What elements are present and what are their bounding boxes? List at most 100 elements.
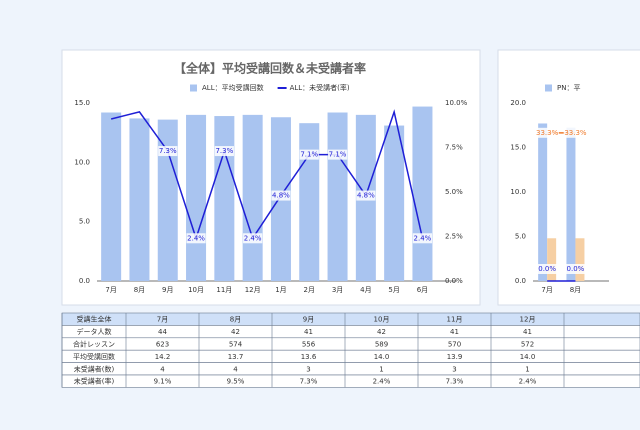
value-label: 7.3%	[215, 147, 233, 155]
table-header-cell: 10月	[374, 316, 390, 324]
bar	[575, 238, 585, 281]
value-label: 4.8%	[272, 192, 290, 200]
y-tick-label: 10.0	[510, 188, 526, 196]
bar	[327, 112, 348, 281]
legend-swatch	[545, 84, 552, 92]
table-cell: 13.7	[228, 353, 244, 361]
value-label-bg	[271, 190, 291, 201]
bar	[186, 114, 207, 281]
table-cell: 623	[156, 341, 169, 349]
table-cell: 未受講者(率)	[74, 377, 115, 386]
value-label-bg	[243, 233, 263, 244]
table-header-row	[61, 312, 640, 326]
y2-tick-label: 10.0%	[445, 99, 468, 107]
table-cell: 1	[379, 365, 383, 373]
table-row	[61, 374, 640, 388]
value-label-bg	[299, 149, 319, 160]
value-label-bg	[186, 233, 206, 244]
x-tick-label: 4月	[360, 286, 371, 294]
table-header-cell: 11月	[447, 316, 463, 324]
x-tick-label: 9月	[162, 286, 173, 294]
table-cell: 7.3%	[446, 378, 464, 386]
table-cell: 3	[452, 365, 456, 373]
bar	[566, 127, 576, 281]
table-cell: 合計レッスン	[73, 340, 115, 349]
table-cell: 41	[523, 328, 532, 336]
table-header-cell: 受講生全体	[77, 315, 112, 324]
value-label-bg	[214, 146, 234, 157]
bar	[101, 112, 122, 281]
table-row	[61, 337, 640, 351]
table-cell: 14.0	[520, 353, 536, 361]
value-label: 33.3%	[564, 129, 587, 137]
value-label-bg	[535, 127, 559, 138]
legend-swatch	[190, 84, 197, 92]
bar	[384, 125, 405, 282]
x-tick-label: 1月	[275, 286, 286, 294]
table-cell: 9.5%	[227, 378, 245, 386]
value-label-bg	[537, 264, 557, 274]
y-tick-label: 15.0	[74, 99, 90, 107]
x-tick-label: 6月	[417, 286, 428, 294]
legend-label: PN：平	[557, 84, 580, 92]
value-label-bg	[327, 149, 348, 160]
table-row	[61, 362, 640, 376]
value-label-bg	[412, 233, 433, 244]
bar	[157, 119, 178, 281]
legend-label: ALL：平均受講回数	[202, 83, 264, 92]
table-cell: 未受講者(数)	[74, 364, 115, 373]
value-label: 7.1%	[300, 151, 318, 159]
y2-tick-label: 2.5%	[445, 233, 463, 241]
x-tick-label: 8月	[570, 286, 581, 294]
bar	[129, 118, 150, 281]
y-tick-label: 0.0	[515, 277, 526, 285]
table-cell: 4	[233, 365, 238, 373]
value-label: 4.8%	[357, 192, 375, 200]
table-cell: 13.9	[447, 353, 463, 361]
table-cell: 1	[525, 365, 529, 373]
table-header-cell: 9月	[303, 316, 314, 324]
bar	[538, 123, 548, 281]
value-label: 0.0%	[538, 265, 556, 273]
table-row	[61, 349, 640, 363]
table-cell: 13.6	[301, 353, 317, 361]
y2-tick-label: 7.5%	[445, 144, 463, 152]
table-cell: 44	[158, 328, 167, 336]
bar	[242, 114, 263, 281]
x-tick-label: 8月	[134, 286, 145, 294]
value-label-bg	[563, 127, 588, 138]
table-cell: データ人数	[77, 327, 112, 336]
table-cell: 42	[231, 328, 240, 336]
table-cell: 41	[304, 328, 313, 336]
y-tick-label: 0.0	[79, 277, 90, 285]
x-tick-label: 2月	[304, 286, 315, 294]
x-tick-label: 7月	[105, 286, 116, 294]
value-label-bg	[356, 190, 376, 201]
chart-title: 【全体】平均受講回数＆未受講者率	[174, 61, 366, 76]
value-label: 2.4%	[244, 234, 262, 242]
x-tick-label: 11月	[216, 286, 232, 294]
value-label: 7.3%	[159, 147, 177, 155]
y-tick-label: 5.0	[79, 218, 90, 226]
legend-label: ALL：未受講者(率)	[290, 83, 350, 92]
y-tick-label: 5.0	[515, 233, 526, 241]
value-label: 7.1%	[329, 151, 347, 159]
table-cell: 9.1%	[154, 378, 172, 386]
line-series	[110, 109, 424, 241]
table-cell: 41	[450, 328, 459, 336]
table-cell: 570	[448, 341, 461, 349]
x-tick-label: 3月	[332, 286, 343, 294]
table-cell: 556	[302, 341, 316, 349]
x-tick-label: 12月	[245, 286, 261, 294]
bar	[299, 123, 320, 281]
table-cell: 3	[306, 365, 310, 373]
x-tick-label: 10月	[188, 286, 204, 294]
table-cell: 2.4%	[519, 378, 537, 386]
value-label: 2.4%	[187, 234, 205, 242]
table-cell: 平均受講回数	[73, 352, 115, 361]
table-cell: 572	[521, 341, 534, 349]
table-header-cell: 12月	[520, 316, 536, 324]
table-cell: 589	[375, 341, 388, 349]
